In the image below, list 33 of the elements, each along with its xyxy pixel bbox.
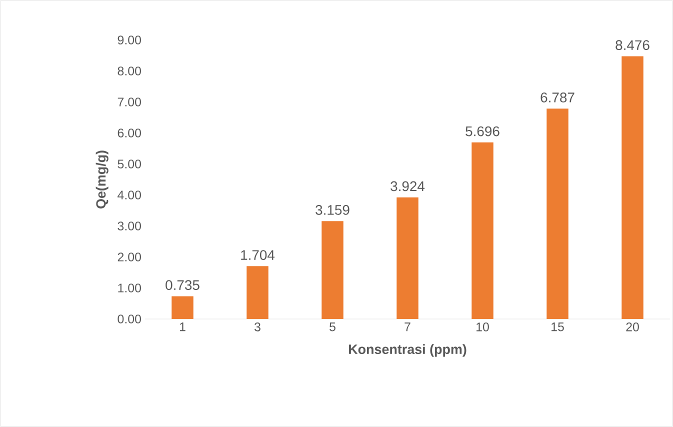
bar <box>472 142 494 319</box>
x-tick-label: 3 <box>254 322 260 332</box>
y-tick-label: 8.00 <box>118 66 141 76</box>
y-tick-label: 2.00 <box>118 252 141 262</box>
data-label: 8.476 <box>616 40 650 50</box>
x-tick-label: 15 <box>552 322 564 332</box>
y-tick-label: 3.00 <box>118 222 141 230</box>
y-tick-label: 1.00 <box>118 284 141 292</box>
bar <box>396 197 418 319</box>
data-label: 6.787 <box>540 92 574 102</box>
x-tick-label: 1 <box>180 322 186 332</box>
y-tick-label: 7.00 <box>118 98 141 106</box>
bar <box>322 221 344 319</box>
x-tick-label: 7 <box>404 322 410 332</box>
y-tick-label: 6.00 <box>118 128 141 138</box>
data-label: 0.735 <box>166 280 200 290</box>
bar <box>246 266 268 319</box>
y-tick-label: 0.00 <box>118 314 141 324</box>
data-label: 3.924 <box>390 181 425 192</box>
data-label: 3.159 <box>316 204 350 215</box>
x-axis-title: Konsentrasi (ppm) <box>349 344 466 357</box>
x-tick-label: 5 <box>330 322 336 332</box>
x-tick-label: 20 <box>626 322 639 332</box>
data-label: 5.696 <box>466 126 500 136</box>
y-tick-label: 5.00 <box>118 160 141 168</box>
y-tick-label: 9.00 <box>118 36 141 44</box>
bar <box>622 56 644 319</box>
data-label: 1.704 <box>241 250 275 260</box>
y-axis-title: Qe(mg/g) <box>96 150 108 208</box>
x-tick-label: 10 <box>476 322 489 332</box>
bar <box>546 108 568 319</box>
bar <box>172 296 194 319</box>
y-tick-label: 4.00 <box>118 190 141 200</box>
